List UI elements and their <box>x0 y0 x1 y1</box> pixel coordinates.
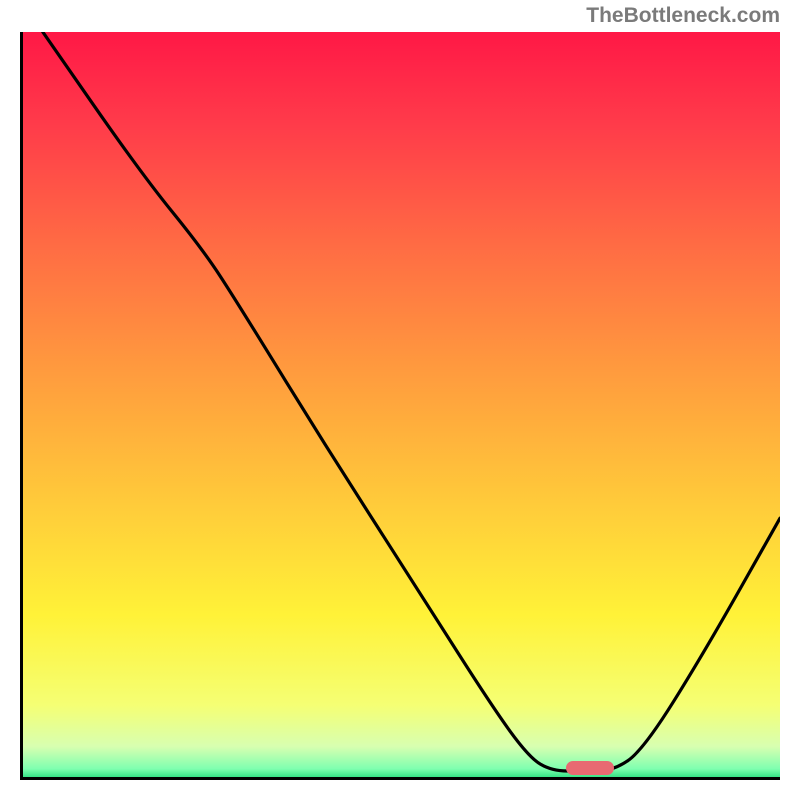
plot-area <box>20 32 780 780</box>
watermark-text: TheBottleneck.com <box>586 4 780 28</box>
optimal-range-marker <box>566 761 613 774</box>
bottleneck-curve <box>20 32 780 780</box>
bottleneck-chart: TheBottleneck.com <box>0 0 800 800</box>
